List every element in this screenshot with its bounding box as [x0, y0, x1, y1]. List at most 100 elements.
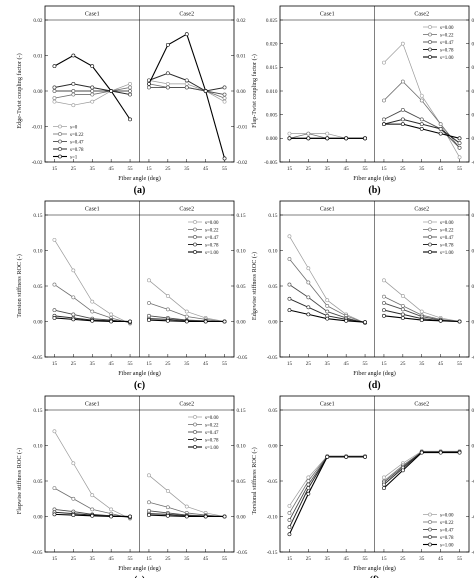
- legend-label: s=0.78: [205, 438, 219, 443]
- data-point: [287, 234, 292, 239]
- y-tick-label-left: 0.00: [268, 319, 277, 325]
- x-axis-title: Fiber angle (deg): [353, 175, 396, 182]
- series-line-5-case2: [383, 452, 460, 489]
- y-tick-label-right: 0.00: [237, 514, 246, 520]
- x-tick-label: 25: [400, 166, 406, 172]
- data-point: [457, 155, 462, 160]
- y-tick-label-left: 0.000: [266, 136, 278, 142]
- x-tick-label: 45: [344, 166, 350, 172]
- y-tick-label-left: 0.00: [268, 443, 277, 449]
- data-point: [222, 156, 227, 161]
- y-tick-label-left: 0.015: [266, 65, 278, 71]
- data-point: [325, 136, 330, 141]
- legend-label: s=0.00: [440, 26, 454, 31]
- data-point: [400, 312, 405, 317]
- legend-marker: [428, 32, 432, 37]
- y-tick-label-left: -0.05: [32, 550, 43, 556]
- data-point: [222, 96, 227, 101]
- y-tick-label-right: 0.01: [237, 53, 246, 59]
- data-point: [71, 53, 76, 58]
- y-tick-label-right: 0.00: [237, 89, 246, 95]
- legend-marker: [428, 25, 432, 29]
- legend-marker: [428, 55, 432, 59]
- data-point: [438, 122, 443, 127]
- data-point: [419, 117, 424, 122]
- data-point: [400, 468, 405, 473]
- y-tick-label-right: -0.05: [472, 355, 474, 361]
- data-point: [165, 505, 170, 510]
- data-point: [419, 126, 424, 131]
- data-point: [109, 507, 114, 512]
- legend-label: s=1.00: [440, 251, 454, 256]
- y-tick-label-left: 0.02: [33, 18, 42, 24]
- data-point: [382, 486, 386, 491]
- data-point: [306, 280, 311, 285]
- x-tick-label: 15: [146, 556, 152, 562]
- data-point: [52, 64, 57, 69]
- series-line-4-case2: [383, 451, 460, 485]
- data-point: [71, 317, 76, 322]
- legend-marker: [58, 132, 62, 136]
- chart-panel-1: Case1 Case2 -0.02 -0.02 -0.01 -0.01 0.00 0.00 0.…: [16, 5, 248, 196]
- data-point: [400, 117, 405, 122]
- data-point: [71, 89, 76, 93]
- data-point: [203, 514, 208, 519]
- data-point: [419, 98, 424, 103]
- y-tick-label-left: 0.05: [268, 408, 277, 414]
- legend-label: s=1.00: [440, 543, 454, 548]
- data-point: [306, 491, 311, 496]
- x-tick-label: 35: [184, 166, 190, 172]
- y-tick-label-left: 0.10: [33, 248, 42, 254]
- x-tick-label: 35: [90, 556, 96, 562]
- x-tick-label: 25: [165, 361, 171, 367]
- data-point: [71, 496, 76, 501]
- y-tick-label-right: 0.025: [472, 18, 474, 24]
- legend-label: s=0.78: [70, 148, 84, 153]
- data-point: [325, 131, 330, 136]
- x-tick-label: 45: [203, 166, 209, 172]
- data-point: [165, 513, 170, 518]
- x-tick-label: 35: [325, 166, 331, 172]
- data-point: [90, 85, 95, 90]
- x-tick-label: 35: [90, 361, 96, 367]
- data-point: [165, 307, 170, 312]
- legend-marker: [193, 430, 197, 434]
- data-point: [147, 85, 151, 90]
- data-point: [71, 461, 76, 466]
- legend-label: s=1.00: [205, 446, 219, 451]
- x-axis-title: Fiber angle (deg): [353, 370, 396, 377]
- chart-panel-2: Case1 Case2 -0.005 -0.005 0.000 0.000 0.005 0.0…: [251, 5, 474, 196]
- y-axis-title: Edgewise stiffness ROC (-): [251, 252, 258, 320]
- legend-label: s=1: [70, 155, 78, 160]
- data-point: [128, 82, 132, 86]
- series-line-2-case2: [383, 451, 460, 482]
- y-tick-label-right: 0.015: [472, 65, 474, 71]
- y-tick-label-right: 0.15: [472, 213, 474, 219]
- x-tick-label: 15: [52, 556, 58, 562]
- legend-marker: [58, 154, 62, 159]
- legend-marker: [428, 47, 432, 52]
- legend-label: s=0.78: [440, 243, 454, 248]
- legend-marker: [193, 235, 197, 239]
- data-point: [71, 92, 76, 97]
- x-tick-label: 25: [71, 361, 77, 367]
- data-point: [419, 309, 424, 314]
- data-point: [400, 294, 405, 298]
- data-point: [203, 89, 208, 93]
- legend-marker: [428, 512, 432, 517]
- data-point: [382, 301, 386, 305]
- x-tick-label: 35: [184, 556, 190, 562]
- legend-marker: [428, 220, 432, 224]
- legend-marker: [193, 422, 197, 427]
- data-point: [128, 319, 132, 324]
- data-point: [184, 309, 189, 314]
- legend-label: s=0.47: [205, 236, 219, 241]
- legend-marker: [58, 139, 62, 144]
- legend-marker: [428, 40, 432, 44]
- case-label-1: Case1: [320, 12, 335, 18]
- panel-label: (b): [368, 185, 380, 196]
- data-point: [165, 85, 170, 90]
- x-tick-label: 15: [287, 166, 293, 172]
- data-point: [52, 486, 57, 491]
- x-tick-label: 15: [381, 166, 387, 172]
